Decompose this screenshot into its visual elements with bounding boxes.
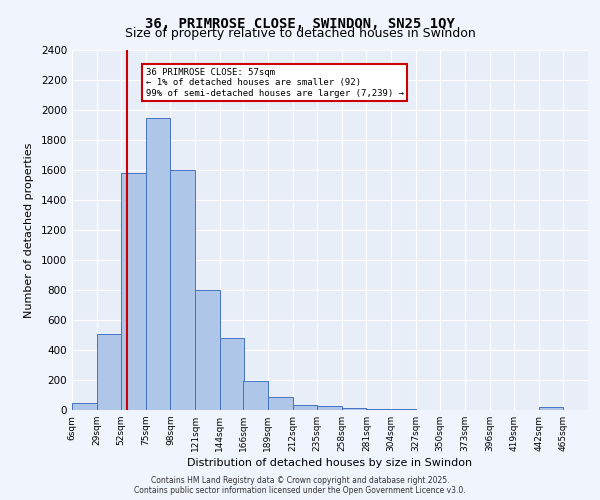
Bar — [293, 405, 317, 410]
Bar — [317, 406, 342, 410]
Bar — [539, 407, 563, 410]
Bar — [243, 381, 268, 410]
Y-axis label: Number of detached properties: Number of detached properties — [24, 142, 34, 318]
X-axis label: Distribution of detached houses by size in Swindon: Distribution of detached houses by size … — [187, 458, 473, 468]
Bar — [268, 397, 293, 410]
Bar — [121, 173, 146, 410]
Bar — [367, 408, 391, 410]
Bar — [146, 118, 170, 410]
Bar — [97, 334, 121, 410]
Bar — [220, 338, 244, 410]
Text: 36 PRIMROSE CLOSE: 57sqm
← 1% of detached houses are smaller (92)
99% of semi-de: 36 PRIMROSE CLOSE: 57sqm ← 1% of detache… — [146, 68, 404, 98]
Bar — [195, 290, 220, 410]
Bar — [391, 409, 416, 410]
Bar — [170, 170, 195, 410]
Bar — [342, 408, 367, 410]
Bar — [72, 402, 97, 410]
Text: 36, PRIMROSE CLOSE, SWINDON, SN25 1QY: 36, PRIMROSE CLOSE, SWINDON, SN25 1QY — [145, 18, 455, 32]
Text: Size of property relative to detached houses in Swindon: Size of property relative to detached ho… — [125, 28, 475, 40]
Text: Contains HM Land Registry data © Crown copyright and database right 2025.
Contai: Contains HM Land Registry data © Crown c… — [134, 476, 466, 495]
